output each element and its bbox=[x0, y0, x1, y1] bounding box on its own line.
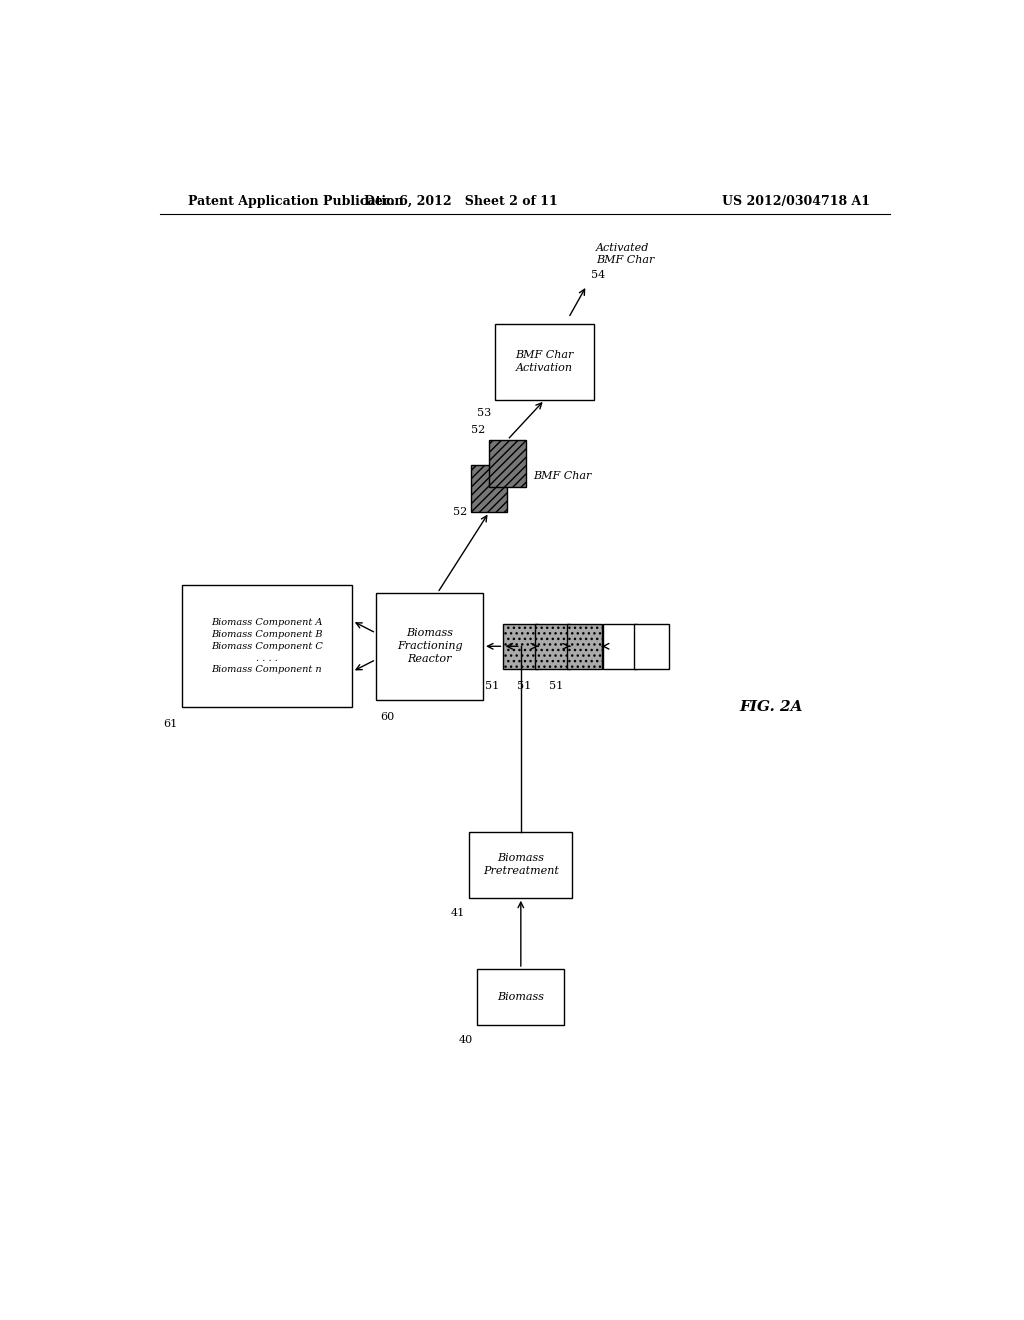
Bar bbox=[489, 440, 525, 487]
Bar bbox=[495, 323, 594, 400]
Bar bbox=[634, 624, 670, 669]
Bar bbox=[567, 624, 602, 669]
Text: Biomass Component A
Biomass Component B
Biomass Component C
. . . .
Biomass Comp: Biomass Component A Biomass Component B … bbox=[211, 618, 323, 675]
Bar bbox=[602, 624, 638, 669]
Text: FIG. 2A: FIG. 2A bbox=[739, 700, 803, 714]
Text: Activated
BMF Char: Activated BMF Char bbox=[596, 243, 654, 265]
Text: 54: 54 bbox=[591, 271, 605, 280]
Text: Biomass
Pretreatment: Biomass Pretreatment bbox=[483, 853, 559, 876]
Bar bbox=[536, 624, 570, 669]
Text: 53: 53 bbox=[477, 408, 492, 418]
Text: 51: 51 bbox=[485, 681, 500, 690]
Text: 41: 41 bbox=[451, 908, 465, 917]
Text: 61: 61 bbox=[164, 719, 177, 730]
Text: Dec. 6, 2012   Sheet 2 of 11: Dec. 6, 2012 Sheet 2 of 11 bbox=[365, 194, 558, 207]
Bar bbox=[376, 593, 483, 700]
Text: BMF Char: BMF Char bbox=[534, 471, 592, 480]
Text: 52: 52 bbox=[471, 425, 485, 434]
Text: Biomass: Biomass bbox=[498, 991, 545, 1002]
Bar bbox=[181, 585, 352, 708]
Text: 40: 40 bbox=[459, 1035, 473, 1045]
Bar bbox=[504, 624, 539, 669]
Bar bbox=[471, 466, 507, 512]
Text: Patent Application Publication: Patent Application Publication bbox=[187, 194, 403, 207]
Text: 52: 52 bbox=[453, 507, 467, 517]
Text: 51: 51 bbox=[517, 681, 531, 690]
Text: US 2012/0304718 A1: US 2012/0304718 A1 bbox=[722, 194, 870, 207]
Text: BMF Char
Activation: BMF Char Activation bbox=[515, 350, 573, 374]
Text: Biomass
Fractioning
Reactor: Biomass Fractioning Reactor bbox=[396, 628, 463, 664]
Text: 60: 60 bbox=[380, 711, 394, 722]
Text: 51: 51 bbox=[549, 681, 563, 690]
Bar bbox=[469, 832, 572, 898]
Bar bbox=[477, 969, 564, 1024]
